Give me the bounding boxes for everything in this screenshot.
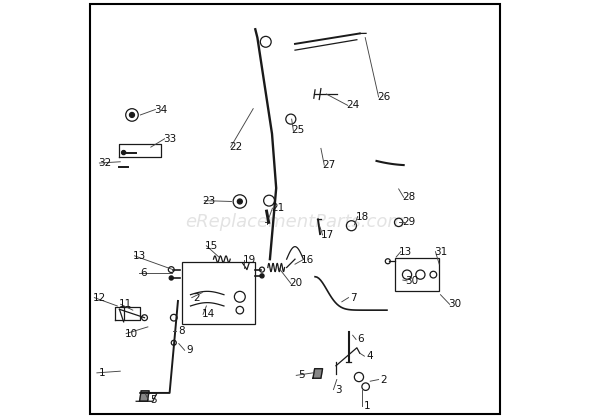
Bar xyxy=(182,262,255,324)
Text: 12: 12 xyxy=(93,293,106,303)
Text: 31: 31 xyxy=(434,247,447,257)
Text: 22: 22 xyxy=(229,142,242,152)
Text: 5: 5 xyxy=(150,395,157,405)
Text: 30: 30 xyxy=(448,299,461,309)
Text: 18: 18 xyxy=(356,212,369,222)
Text: 10: 10 xyxy=(124,329,137,339)
Text: 2: 2 xyxy=(381,375,387,385)
Text: 13: 13 xyxy=(399,247,412,257)
Text: 5: 5 xyxy=(298,370,304,380)
Text: 30: 30 xyxy=(405,276,418,286)
Polygon shape xyxy=(139,391,149,401)
Text: 25: 25 xyxy=(291,125,305,135)
Text: 9: 9 xyxy=(186,345,193,355)
Circle shape xyxy=(122,150,126,155)
Circle shape xyxy=(260,274,264,278)
Text: eReplacementParts.com: eReplacementParts.com xyxy=(185,212,405,231)
Text: 14: 14 xyxy=(201,309,215,319)
Text: 7: 7 xyxy=(350,293,357,303)
Text: 3: 3 xyxy=(335,385,342,395)
Circle shape xyxy=(237,199,242,204)
Text: 27: 27 xyxy=(323,160,336,170)
Text: 6: 6 xyxy=(358,334,365,344)
Text: 15: 15 xyxy=(205,241,218,251)
Text: 16: 16 xyxy=(301,255,314,265)
Circle shape xyxy=(169,276,173,280)
Text: 21: 21 xyxy=(271,203,284,213)
Text: 28: 28 xyxy=(402,192,415,202)
Text: 4: 4 xyxy=(366,351,373,361)
Text: 33: 33 xyxy=(163,134,176,144)
Text: 34: 34 xyxy=(154,104,167,115)
Text: 24: 24 xyxy=(346,100,359,110)
Text: 11: 11 xyxy=(119,299,132,309)
Text: 23: 23 xyxy=(203,196,216,206)
Text: 32: 32 xyxy=(98,158,111,168)
Text: 1: 1 xyxy=(363,401,370,411)
Text: 8: 8 xyxy=(178,326,185,336)
Text: 26: 26 xyxy=(377,92,390,102)
Text: 13: 13 xyxy=(133,251,146,261)
Polygon shape xyxy=(313,369,323,378)
Text: 17: 17 xyxy=(321,230,334,240)
Text: 19: 19 xyxy=(242,255,255,265)
Text: 2: 2 xyxy=(194,293,200,303)
Text: 20: 20 xyxy=(289,278,303,288)
Bar xyxy=(395,258,439,291)
Circle shape xyxy=(129,112,135,117)
Text: 29: 29 xyxy=(402,217,415,227)
Text: 6: 6 xyxy=(140,268,147,278)
Text: 1: 1 xyxy=(99,368,105,378)
